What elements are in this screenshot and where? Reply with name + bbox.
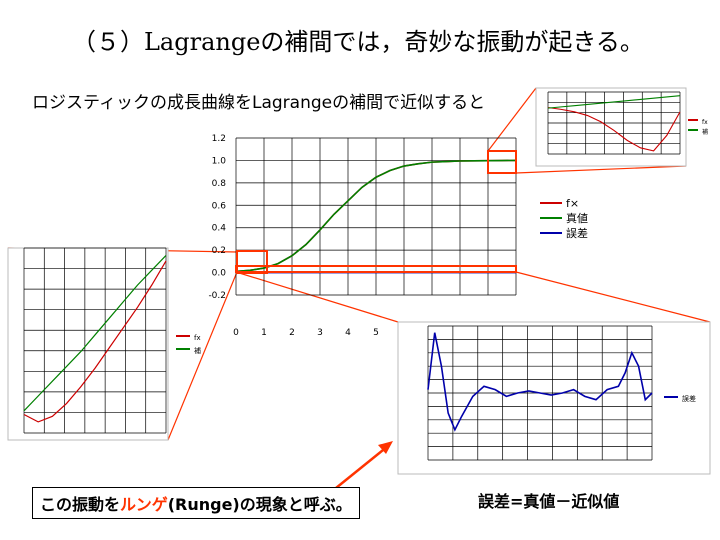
- runge-callout: この振動をルンゲ(Runge)の現象と呼ぶ。: [32, 487, 360, 519]
- y-tick-label: 0.4: [212, 224, 227, 234]
- x-tick-label: 1: [261, 328, 267, 338]
- slide-subtitle: ロジスティックの成長曲線をLagrangeの補間で近似すると: [32, 93, 486, 113]
- zoom-topright-chart: fx 補: [535, 87, 708, 167]
- legend-label: 誤差: [682, 394, 696, 403]
- callout-pre: この振動を: [40, 495, 121, 514]
- y-tick-label: -0.2: [208, 291, 226, 301]
- series-line: [427, 332, 653, 432]
- series-line: [23, 254, 167, 412]
- error-definition: 誤差=真値－近似値: [478, 492, 620, 511]
- connector-line: [515, 165, 687, 174]
- series-line: [23, 260, 167, 423]
- y-tick-label: 1.0: [212, 156, 227, 166]
- legend-label: 補: [194, 346, 201, 355]
- arrow-head: [378, 441, 393, 454]
- pointer-arrow: [335, 441, 393, 489]
- series-line: [235, 159, 517, 273]
- callout-post: (Runge)の現象と呼ぶ。: [167, 495, 352, 514]
- x-tick-label: 5: [373, 328, 379, 338]
- y-tick-label: 1.2: [212, 134, 226, 144]
- legend-label: fx: [194, 334, 201, 342]
- callout-runge: ルンゲ: [120, 495, 168, 514]
- y-tick-label: 0.6: [212, 201, 227, 211]
- zoom-box-right: [487, 150, 517, 174]
- x-tick-label: 2: [289, 328, 295, 338]
- legend-label: f×: [566, 197, 579, 210]
- y-tick-label: 0.0: [212, 269, 227, 279]
- zoom-box-error: [235, 265, 517, 273]
- x-tick-label: 0: [233, 328, 239, 338]
- legend-label: 誤差: [566, 226, 588, 240]
- error-chart: 誤差: [397, 321, 711, 475]
- zoom-left-chart: fx 補: [7, 247, 201, 441]
- legend-label: fx: [702, 119, 708, 126]
- connector-line: [515, 271, 711, 323]
- y-tick-label: 0.2: [212, 246, 226, 256]
- x-tick-label: 3: [317, 328, 323, 338]
- series-line: [547, 95, 681, 109]
- connector-line: [235, 271, 399, 323]
- main-chart: 0123456789101.21.00.80.60.40.20.0-0.2f×真…: [208, 134, 588, 338]
- error-panel: [397, 321, 711, 475]
- slide-title: （５）Lagrangeの補間では，奇妙な振動が起きる。: [72, 28, 644, 56]
- y-tick-label: 0.8: [212, 179, 227, 189]
- arrow-shaft: [335, 445, 389, 489]
- legend-label: 補: [702, 128, 708, 136]
- connector-line: [167, 271, 238, 441]
- connector-line: [487, 87, 537, 152]
- legend-label: 真値: [566, 211, 588, 225]
- x-tick-label: 4: [345, 328, 351, 338]
- series-line: [547, 106, 681, 152]
